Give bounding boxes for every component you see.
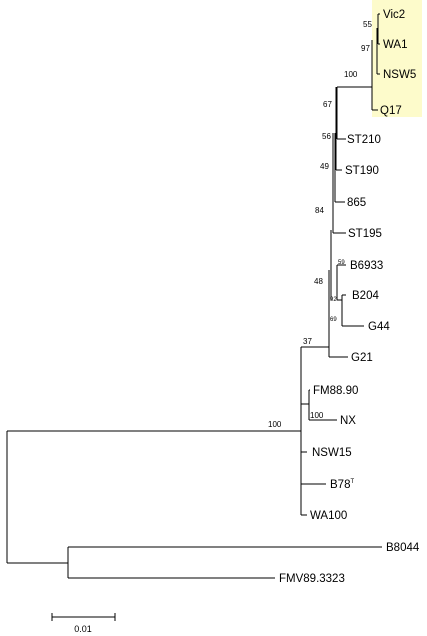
bootstrap-value: 37 [303,337,312,346]
bootstrap-value: 48 [314,277,323,286]
bootstrap-values: 55 97 100 67 56 49 84 59 92 69 48 37 100… [268,20,372,429]
taxon-label: FM88.90 [313,385,358,397]
taxon-label: G44 [368,321,390,333]
taxon-label: Vic2 [383,9,405,21]
taxon-label: ST190 [345,165,379,177]
taxon-label: B6933 [350,260,383,272]
bootstrap-value: 92 [330,297,337,303]
taxon-label: FMV89.3323 [279,573,345,585]
bootstrap-value: 55 [363,20,372,29]
taxon-label: B204 [352,290,379,302]
taxon-label: ST210 [347,134,381,146]
scale-bar-label: 0.01 [74,624,92,634]
taxon-name: B78 [330,479,350,491]
taxon-label: NX [340,415,356,427]
taxon-label: ST195 [348,228,382,240]
bootstrap-value: 100 [310,411,324,420]
bootstrap-value: 84 [315,206,324,215]
highlighted-clade-box [372,0,422,117]
bootstrap-value: 59 [338,260,345,266]
taxon-label: WA1 [383,39,408,51]
taxon-label: NSW5 [383,69,416,81]
taxon-label: G21 [351,352,373,364]
bootstrap-value: 49 [320,162,329,171]
bootstrap-value: 67 [323,100,332,109]
scale-bar: 0.01 [51,613,116,634]
bootstrap-value: 97 [361,44,370,53]
taxon-label: B78T [330,479,354,491]
type-strain-marker: T [350,479,354,485]
bootstrap-value: 100 [344,70,358,79]
taxon-label: 865 [347,197,366,209]
taxon-label: NSW15 [312,447,352,459]
bootstrap-value: 100 [268,420,282,429]
taxon-label: Q17 [380,105,402,117]
taxon-labels: Vic2 WA1 NSW5 Q17 ST210 ST190 865 ST195 … [279,9,420,585]
taxon-label: B8044 [386,542,420,554]
tree-branches [6,13,382,579]
taxon-label: WA100 [310,510,347,522]
bootstrap-value: 56 [322,132,331,141]
bootstrap-value: 69 [330,317,337,323]
